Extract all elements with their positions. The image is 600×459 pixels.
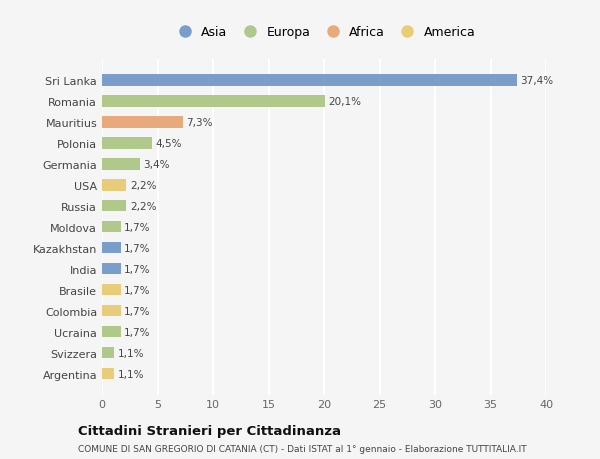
Text: 20,1%: 20,1%: [328, 96, 361, 106]
Text: 3,4%: 3,4%: [143, 159, 170, 169]
Bar: [102, 242, 121, 254]
Legend: Asia, Europa, Africa, America: Asia, Europa, Africa, America: [169, 22, 479, 43]
Text: 1,7%: 1,7%: [124, 243, 151, 253]
Text: 2,2%: 2,2%: [130, 180, 156, 190]
Bar: [102, 75, 517, 86]
Bar: [102, 201, 127, 212]
Bar: [102, 305, 121, 317]
Bar: [102, 117, 183, 128]
Bar: [102, 263, 121, 275]
Bar: [102, 221, 121, 233]
Text: 2,2%: 2,2%: [130, 202, 156, 211]
Bar: [102, 96, 325, 107]
Bar: [102, 284, 121, 296]
Text: Cittadini Stranieri per Cittadinanza: Cittadini Stranieri per Cittadinanza: [78, 424, 341, 437]
Bar: [102, 138, 152, 149]
Bar: [102, 347, 114, 358]
Text: 1,7%: 1,7%: [124, 285, 151, 295]
Text: 7,3%: 7,3%: [187, 118, 213, 128]
Text: 4,5%: 4,5%: [155, 139, 182, 148]
Text: 1,7%: 1,7%: [124, 306, 151, 316]
Bar: [102, 159, 140, 170]
Text: 1,1%: 1,1%: [118, 348, 144, 358]
Text: 1,1%: 1,1%: [118, 369, 144, 379]
Text: 37,4%: 37,4%: [520, 76, 554, 86]
Bar: [102, 368, 114, 380]
Text: 1,7%: 1,7%: [124, 327, 151, 337]
Text: 1,7%: 1,7%: [124, 264, 151, 274]
Bar: [102, 179, 127, 191]
Text: 1,7%: 1,7%: [124, 222, 151, 232]
Text: COMUNE DI SAN GREGORIO DI CATANIA (CT) - Dati ISTAT al 1° gennaio - Elaborazione: COMUNE DI SAN GREGORIO DI CATANIA (CT) -…: [78, 444, 527, 453]
Bar: [102, 326, 121, 338]
